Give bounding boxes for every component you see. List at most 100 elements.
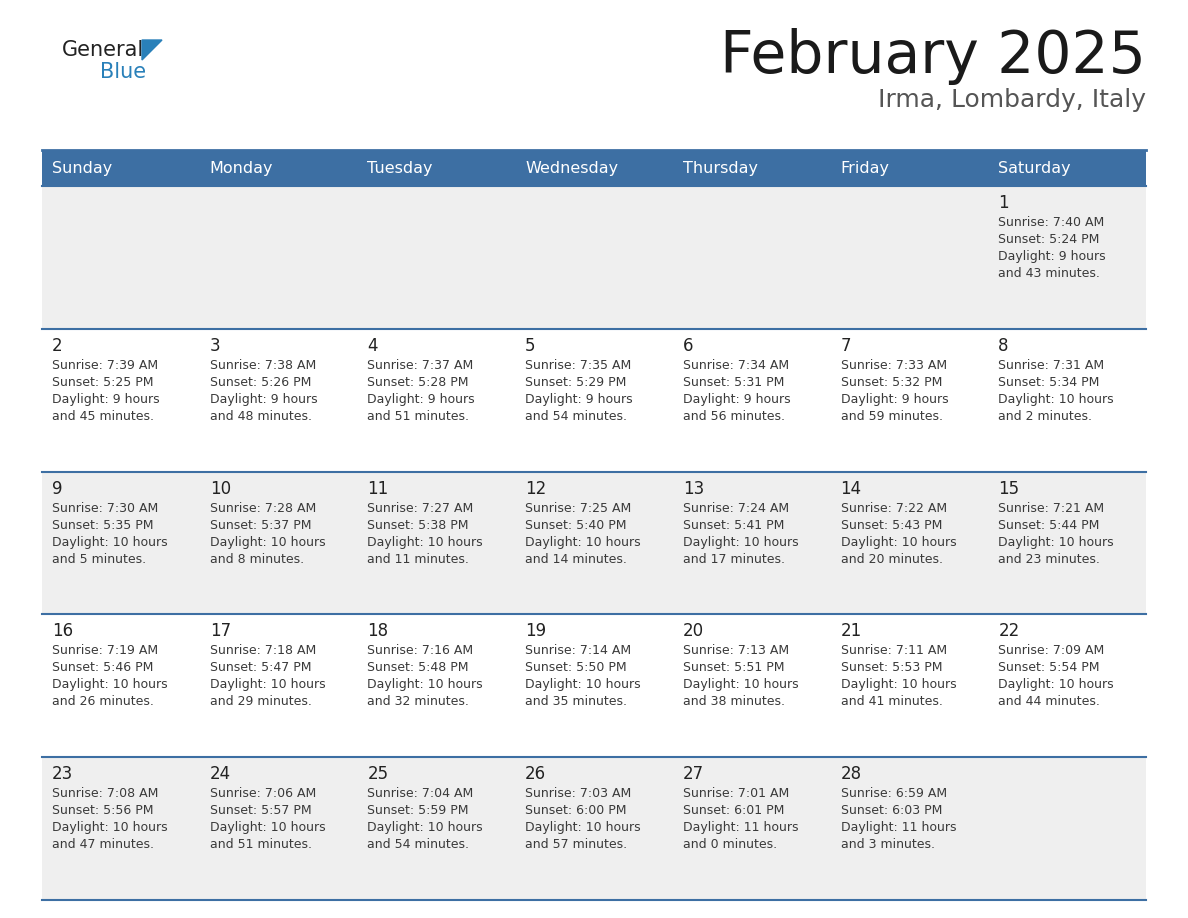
Text: Blue: Blue (100, 62, 146, 82)
Text: Daylight: 10 hours: Daylight: 10 hours (683, 678, 798, 691)
Text: and 43 minutes.: and 43 minutes. (998, 267, 1100, 280)
Bar (672, 614, 830, 757)
Bar (516, 614, 672, 757)
Text: and 26 minutes.: and 26 minutes. (52, 696, 154, 709)
Bar (42, 757, 200, 900)
Text: Sunday: Sunday (52, 161, 112, 175)
Text: and 29 minutes.: and 29 minutes. (210, 696, 311, 709)
Bar (516, 150, 672, 186)
Bar (516, 757, 672, 900)
Text: Sunrise: 7:13 AM: Sunrise: 7:13 AM (683, 644, 789, 657)
Text: Sunrise: 7:25 AM: Sunrise: 7:25 AM (525, 501, 631, 515)
Text: Sunset: 6:03 PM: Sunset: 6:03 PM (841, 804, 942, 817)
Text: Sunset: 5:25 PM: Sunset: 5:25 PM (52, 375, 153, 389)
Bar (200, 472, 358, 614)
Bar (358, 757, 516, 900)
Polygon shape (143, 40, 162, 60)
Text: Sunset: 5:31 PM: Sunset: 5:31 PM (683, 375, 784, 389)
Text: Daylight: 9 hours: Daylight: 9 hours (210, 393, 317, 406)
Text: Daylight: 10 hours: Daylight: 10 hours (841, 535, 956, 549)
Text: Daylight: 10 hours: Daylight: 10 hours (998, 535, 1114, 549)
Text: and 44 minutes.: and 44 minutes. (998, 696, 1100, 709)
Text: Daylight: 10 hours: Daylight: 10 hours (525, 535, 640, 549)
Text: Friday: Friday (841, 161, 890, 175)
Bar (988, 757, 1146, 900)
Bar (42, 329, 200, 472)
Text: Sunrise: 7:09 AM: Sunrise: 7:09 AM (998, 644, 1105, 657)
Bar (358, 614, 516, 757)
Bar (988, 472, 1146, 614)
Text: 7: 7 (841, 337, 851, 354)
Text: Sunset: 5:59 PM: Sunset: 5:59 PM (367, 804, 469, 817)
Text: 21: 21 (841, 622, 861, 641)
Text: Tuesday: Tuesday (367, 161, 432, 175)
Bar (672, 186, 830, 329)
Text: and 14 minutes.: and 14 minutes. (525, 553, 627, 565)
Text: Wednesday: Wednesday (525, 161, 618, 175)
Text: Daylight: 10 hours: Daylight: 10 hours (210, 678, 326, 691)
Text: Daylight: 11 hours: Daylight: 11 hours (841, 822, 956, 834)
Text: and 54 minutes.: and 54 minutes. (367, 838, 469, 851)
Bar (516, 329, 672, 472)
Text: Daylight: 9 hours: Daylight: 9 hours (998, 250, 1106, 263)
Text: and 47 minutes.: and 47 minutes. (52, 838, 154, 851)
Text: Sunrise: 7:35 AM: Sunrise: 7:35 AM (525, 359, 631, 372)
Text: General: General (62, 40, 144, 60)
Text: 13: 13 (683, 479, 704, 498)
Text: and 2 minutes.: and 2 minutes. (998, 409, 1092, 423)
Text: and 23 minutes.: and 23 minutes. (998, 553, 1100, 565)
Text: 19: 19 (525, 622, 546, 641)
Text: February 2025: February 2025 (720, 28, 1146, 85)
Bar (672, 329, 830, 472)
Text: 8: 8 (998, 337, 1009, 354)
Text: 6: 6 (683, 337, 694, 354)
Text: 27: 27 (683, 766, 704, 783)
Text: 15: 15 (998, 479, 1019, 498)
Text: Sunrise: 7:22 AM: Sunrise: 7:22 AM (841, 501, 947, 515)
Bar (516, 186, 672, 329)
Bar (516, 472, 672, 614)
Bar (672, 472, 830, 614)
Text: Daylight: 9 hours: Daylight: 9 hours (841, 393, 948, 406)
Bar (42, 186, 200, 329)
Bar (42, 614, 200, 757)
Text: and 45 minutes.: and 45 minutes. (52, 409, 154, 423)
Text: 4: 4 (367, 337, 378, 354)
Text: 25: 25 (367, 766, 388, 783)
Text: Daylight: 10 hours: Daylight: 10 hours (998, 393, 1114, 406)
Text: Daylight: 10 hours: Daylight: 10 hours (525, 678, 640, 691)
Text: Sunset: 5:43 PM: Sunset: 5:43 PM (841, 519, 942, 532)
Text: Sunrise: 7:34 AM: Sunrise: 7:34 AM (683, 359, 789, 372)
Text: Sunset: 5:51 PM: Sunset: 5:51 PM (683, 661, 784, 675)
Text: Thursday: Thursday (683, 161, 758, 175)
Text: Sunrise: 7:28 AM: Sunrise: 7:28 AM (210, 501, 316, 515)
Text: Sunrise: 7:21 AM: Sunrise: 7:21 AM (998, 501, 1105, 515)
Text: 26: 26 (525, 766, 546, 783)
Text: Daylight: 10 hours: Daylight: 10 hours (52, 535, 168, 549)
Text: Sunset: 6:01 PM: Sunset: 6:01 PM (683, 804, 784, 817)
Text: Daylight: 9 hours: Daylight: 9 hours (367, 393, 475, 406)
Text: Sunset: 6:00 PM: Sunset: 6:00 PM (525, 804, 626, 817)
Text: 17: 17 (210, 622, 230, 641)
Bar (988, 186, 1146, 329)
Text: Sunset: 5:46 PM: Sunset: 5:46 PM (52, 661, 153, 675)
Text: Sunset: 5:35 PM: Sunset: 5:35 PM (52, 519, 153, 532)
Text: 2: 2 (52, 337, 63, 354)
Bar (200, 614, 358, 757)
Text: Daylight: 10 hours: Daylight: 10 hours (525, 822, 640, 834)
Bar (988, 614, 1146, 757)
Text: Daylight: 11 hours: Daylight: 11 hours (683, 822, 798, 834)
Text: 14: 14 (841, 479, 861, 498)
Bar (42, 472, 200, 614)
Text: Daylight: 10 hours: Daylight: 10 hours (210, 535, 326, 549)
Text: Sunset: 5:50 PM: Sunset: 5:50 PM (525, 661, 627, 675)
Text: Daylight: 10 hours: Daylight: 10 hours (210, 822, 326, 834)
Text: and 38 minutes.: and 38 minutes. (683, 696, 785, 709)
Text: Sunset: 5:28 PM: Sunset: 5:28 PM (367, 375, 469, 389)
Text: Sunset: 5:44 PM: Sunset: 5:44 PM (998, 519, 1100, 532)
Bar (358, 472, 516, 614)
Text: Daylight: 10 hours: Daylight: 10 hours (841, 678, 956, 691)
Text: 24: 24 (210, 766, 230, 783)
Text: and 35 minutes.: and 35 minutes. (525, 696, 627, 709)
Bar (200, 757, 358, 900)
